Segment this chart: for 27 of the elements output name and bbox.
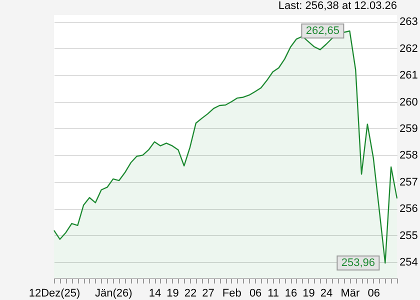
x-tick-label: Mär: [340, 288, 360, 300]
y-tick-label: 257: [400, 176, 418, 188]
y-tick-label: 256: [400, 203, 418, 216]
y-tick-label: 254: [400, 256, 418, 268]
y-tick-label: 255: [400, 230, 418, 242]
x-tick-label: 22: [184, 288, 197, 300]
y-tick-label: 259: [400, 122, 418, 135]
x-tick-label: 14: [148, 288, 162, 300]
y-tick-label: 261: [400, 70, 418, 82]
x-tick-label: 16: [284, 288, 298, 300]
x-tick-label: 06: [249, 288, 262, 300]
x-tick-label: 24: [320, 288, 333, 300]
y-tick-label: 258: [400, 150, 418, 162]
x-tick-label: 11: [268, 288, 280, 300]
text: Last: 256,38 at 12.03.26: [278, 0, 397, 12]
x-tick-label: 12Dez(25): [28, 288, 80, 300]
y-tick-label: 260: [400, 96, 418, 108]
x-tick-label: Jän(26): [94, 288, 132, 300]
y-tick-label: 262: [400, 42, 418, 55]
y-tick-label: 263: [400, 16, 418, 28]
annotation: 262,65: [306, 25, 340, 38]
x-tick-label: 19: [166, 288, 179, 300]
x-tick-label: 19: [302, 288, 315, 300]
x-tick-label: 27: [202, 288, 214, 300]
annotation: 253,96: [341, 257, 375, 270]
x-tick-label: 06: [368, 288, 380, 300]
x-tick-label: Feb: [222, 288, 242, 300]
